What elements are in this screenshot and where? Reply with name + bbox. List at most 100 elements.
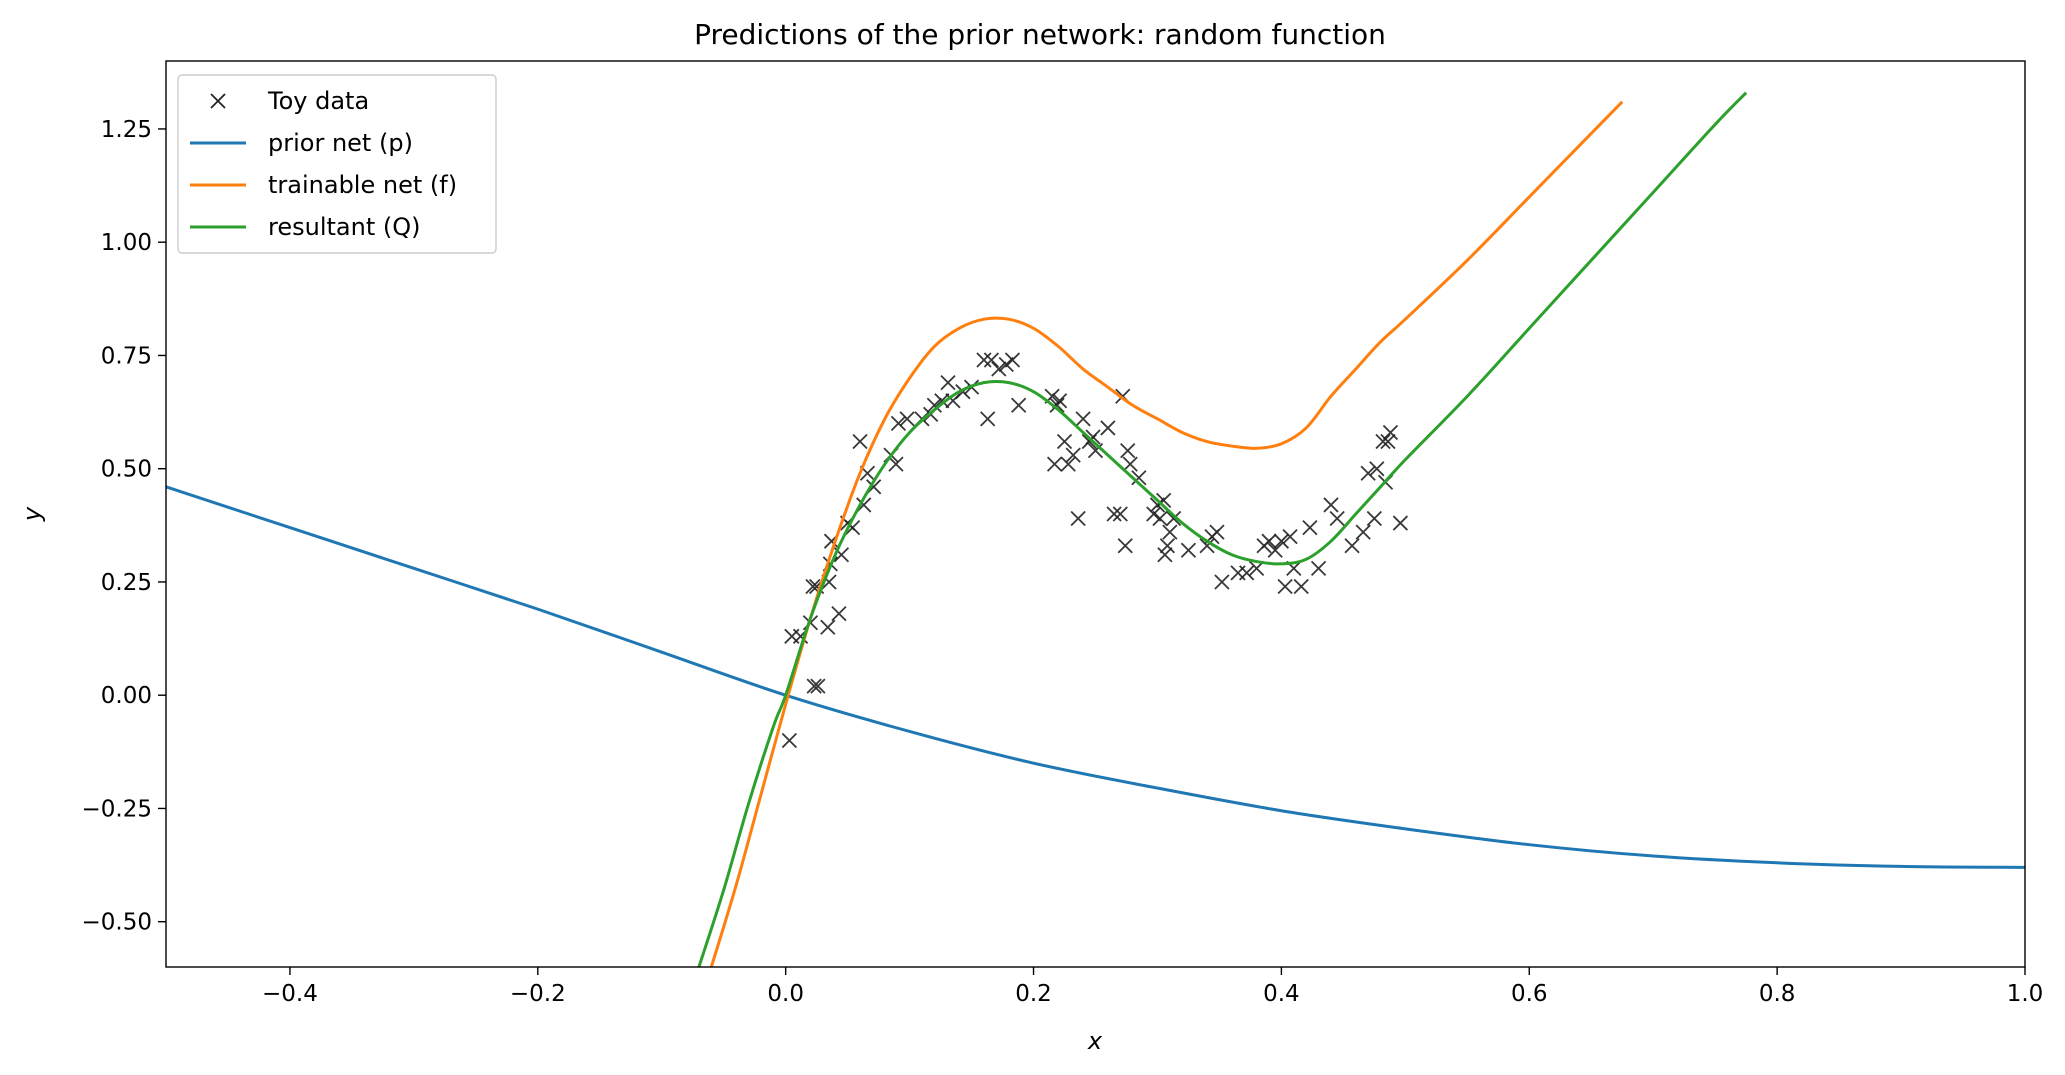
- data-point: [1075, 411, 1091, 427]
- data-point: [1392, 515, 1409, 531]
- data-point: [820, 619, 836, 635]
- data-point: [1162, 524, 1178, 540]
- data-point: [1159, 538, 1176, 554]
- x-axis-label: x: [1087, 1027, 1103, 1055]
- data-point: [1282, 529, 1298, 545]
- data-point: [1375, 433, 1391, 450]
- series-line-trainable: [709, 100, 1624, 967]
- legend-box: [177, 74, 497, 254]
- data-point: [1180, 542, 1197, 558]
- data-point: [940, 374, 956, 391]
- legend-label: prior net (p): [268, 129, 413, 157]
- x-axis: −0.4 −0.2 0.0 0.2 0.4 0.6 0.8 1.0: [262, 967, 2043, 1007]
- data-point: [1056, 433, 1073, 450]
- x-tick-label: 0.6: [1511, 981, 1548, 1007]
- data-point: [1267, 542, 1283, 558]
- data-point: [998, 356, 1014, 373]
- data-point: [1157, 547, 1173, 563]
- data-point: [810, 678, 826, 694]
- data-point: [1152, 510, 1168, 527]
- data-point: [1165, 510, 1182, 527]
- data-point: [980, 411, 996, 427]
- data-point: [1310, 560, 1327, 576]
- data-point: [1156, 492, 1172, 509]
- x-tick-label: 0.0: [767, 981, 804, 1007]
- data-point: [1087, 442, 1104, 459]
- data-point: [1382, 424, 1399, 441]
- data-point: [1277, 578, 1293, 595]
- x-tick-label: −0.2: [510, 981, 566, 1007]
- data-point: [1060, 456, 1076, 472]
- data-point: [1049, 397, 1065, 413]
- data-point: [1261, 533, 1277, 549]
- data-point: [1149, 497, 1166, 513]
- data-point: [1004, 352, 1021, 368]
- data-point: [888, 456, 904, 472]
- data-point: [1120, 442, 1136, 459]
- x-tick-label: 1.0: [2007, 981, 2044, 1007]
- data-point: [1085, 429, 1101, 445]
- data-point: [1329, 510, 1345, 527]
- data-point: [1355, 524, 1371, 540]
- y-tick-label: 1.25: [101, 117, 152, 143]
- data-point: [831, 606, 847, 622]
- legend: Toy data prior net (p) trainable net (f) re…: [177, 74, 497, 254]
- series-line-prior: [166, 485, 2025, 869]
- data-point: [1199, 538, 1215, 554]
- x-tick-label: 0.8: [1759, 981, 1796, 1007]
- data-point: [1117, 538, 1133, 554]
- data-point: [1323, 497, 1339, 513]
- data-point: [890, 415, 907, 432]
- data-point: [1122, 456, 1138, 472]
- data-point: [1360, 465, 1376, 481]
- data-point: [1302, 519, 1318, 536]
- y-axis-label: y: [18, 506, 46, 522]
- data-point: [934, 393, 950, 409]
- y-tick-label: 0.75: [101, 343, 152, 369]
- data-point: [1131, 470, 1147, 486]
- legend-label: Toy data: [267, 87, 369, 115]
- data-point: [1380, 433, 1396, 450]
- data-point: [1046, 456, 1063, 472]
- legend-marker-toy-data: [210, 93, 226, 109]
- y-tick-label: 0.50: [101, 457, 152, 483]
- y-tick-label: 0.00: [101, 683, 152, 709]
- data-point: [1344, 538, 1360, 554]
- data-point: [844, 519, 861, 536]
- data-point: [926, 397, 943, 413]
- legend-label: resultant (Q): [268, 213, 420, 241]
- data-point: [781, 732, 798, 749]
- data-point: [1369, 461, 1385, 477]
- y-tick-label: −0.50: [82, 910, 152, 936]
- y-tick-label: −0.25: [82, 796, 152, 822]
- data-point: [1011, 397, 1027, 413]
- data-point: [1065, 447, 1081, 463]
- data-point: [1070, 510, 1086, 527]
- data-point: [1239, 565, 1255, 581]
- x-tick-label: 0.2: [1015, 981, 1052, 1007]
- data-point: [806, 678, 822, 694]
- chart-title: Predictions of the prior network: random…: [694, 18, 1386, 51]
- data-point: [1112, 506, 1128, 522]
- data-point: [991, 361, 1007, 377]
- data-point: [1106, 506, 1122, 522]
- data-point: [1214, 574, 1230, 590]
- data-point: [983, 352, 1000, 368]
- x-tick-label: −0.4: [262, 981, 318, 1007]
- data-point: [976, 352, 992, 368]
- data-point: [1293, 578, 1309, 595]
- y-tick-label: 0.25: [101, 570, 152, 596]
- x-tick-label: 0.4: [1263, 981, 1300, 1007]
- data-point: [1209, 524, 1225, 540]
- data-point: [1366, 510, 1382, 527]
- data-point: [899, 411, 915, 427]
- data-point: [1146, 506, 1162, 522]
- data-point: [852, 433, 868, 450]
- y-tick-label: 1.00: [101, 230, 152, 256]
- y-axis: −0.50 −0.25 0.00 0.25 0.50 0.75 1.00 1.25: [82, 117, 166, 936]
- plot-frame: [165, 60, 2026, 968]
- data-point: [1273, 533, 1290, 549]
- data-point: [1100, 420, 1116, 436]
- legend-label: trainable net (f): [268, 171, 457, 199]
